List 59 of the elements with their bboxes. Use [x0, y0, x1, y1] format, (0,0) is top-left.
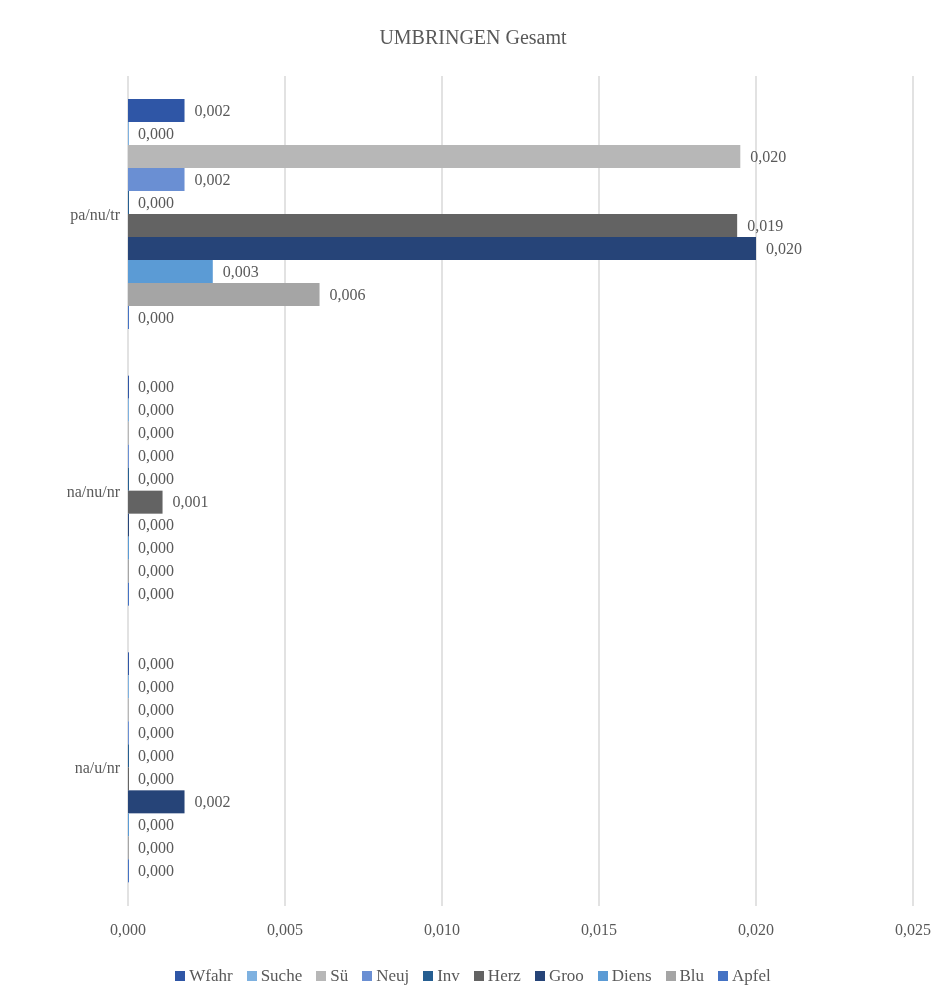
y-tick-label: na/nu/nr	[66, 482, 121, 500]
x-tick-label: 0,005	[267, 921, 303, 939]
data-label: 0,019	[747, 216, 784, 234]
bar	[128, 490, 163, 514]
data-label: 0,000	[138, 447, 174, 465]
legend-label: Groo	[548, 966, 584, 986]
data-label: 0,000	[138, 539, 174, 557]
data-label: 0,000	[138, 723, 174, 741]
bar	[128, 168, 185, 191]
legend-label: Suche	[260, 966, 303, 986]
bar	[128, 283, 320, 306]
data-label: 0,000	[138, 700, 174, 718]
bar	[128, 99, 185, 122]
data-label: 0,000	[138, 378, 174, 396]
data-label: 0,000	[138, 677, 174, 695]
x-tick-label: 0,020	[738, 921, 774, 939]
legend-label: Sü	[330, 966, 349, 986]
chart-title: UMBRINGEN Gesamt	[378, 25, 568, 50]
data-label: 0,000	[138, 838, 174, 856]
data-label: 0,000	[138, 585, 174, 603]
data-label: 0,000	[138, 470, 174, 488]
x-tick-label: 0,010	[424, 921, 460, 939]
y-tick-label: na/u/nr	[74, 759, 121, 777]
data-label: 0,000	[138, 769, 174, 787]
y-tick-label: pa/nu/tr	[70, 206, 121, 225]
data-label: 0,000	[138, 516, 174, 534]
legend-label: Apfel	[732, 966, 771, 986]
data-label: 0,000	[138, 124, 174, 142]
data-label: 0,020	[750, 147, 787, 165]
data-label: 0,000	[138, 193, 174, 211]
data-label: 0,006	[329, 285, 366, 303]
data-label: 0,000	[138, 562, 174, 580]
legend-label: Inv	[437, 966, 460, 986]
data-label: 0,000	[138, 861, 174, 879]
legend-label: Herz	[487, 966, 521, 986]
bar	[128, 260, 213, 283]
data-label: 0,020	[766, 239, 802, 257]
data-label: 0,000	[138, 815, 174, 833]
data-label: 0,000	[138, 401, 174, 419]
x-tick-label: 0,025	[895, 921, 931, 939]
data-label: 0,000	[138, 746, 174, 764]
legend-label: Blu	[679, 966, 705, 986]
data-label: 0,000	[138, 654, 174, 672]
data-label: 0,001	[172, 493, 209, 511]
data-label: 0,000	[138, 424, 174, 442]
bar	[128, 237, 756, 260]
legend-label: Neuj	[376, 966, 410, 986]
data-label: 0,000	[138, 308, 174, 326]
data-label: 0,003	[222, 262, 259, 280]
bar	[128, 145, 741, 168]
legend-label: Diens	[611, 966, 652, 986]
data-label: 0,002	[194, 170, 231, 188]
x-tick-label: 0,000	[110, 921, 146, 939]
bar	[128, 214, 738, 237]
data-label: 0,002	[194, 101, 231, 119]
data-label: 0,002	[194, 792, 231, 810]
bar	[128, 790, 185, 814]
x-tick-label: 0,015	[581, 921, 617, 939]
legend-label: Wfahr	[189, 966, 233, 986]
